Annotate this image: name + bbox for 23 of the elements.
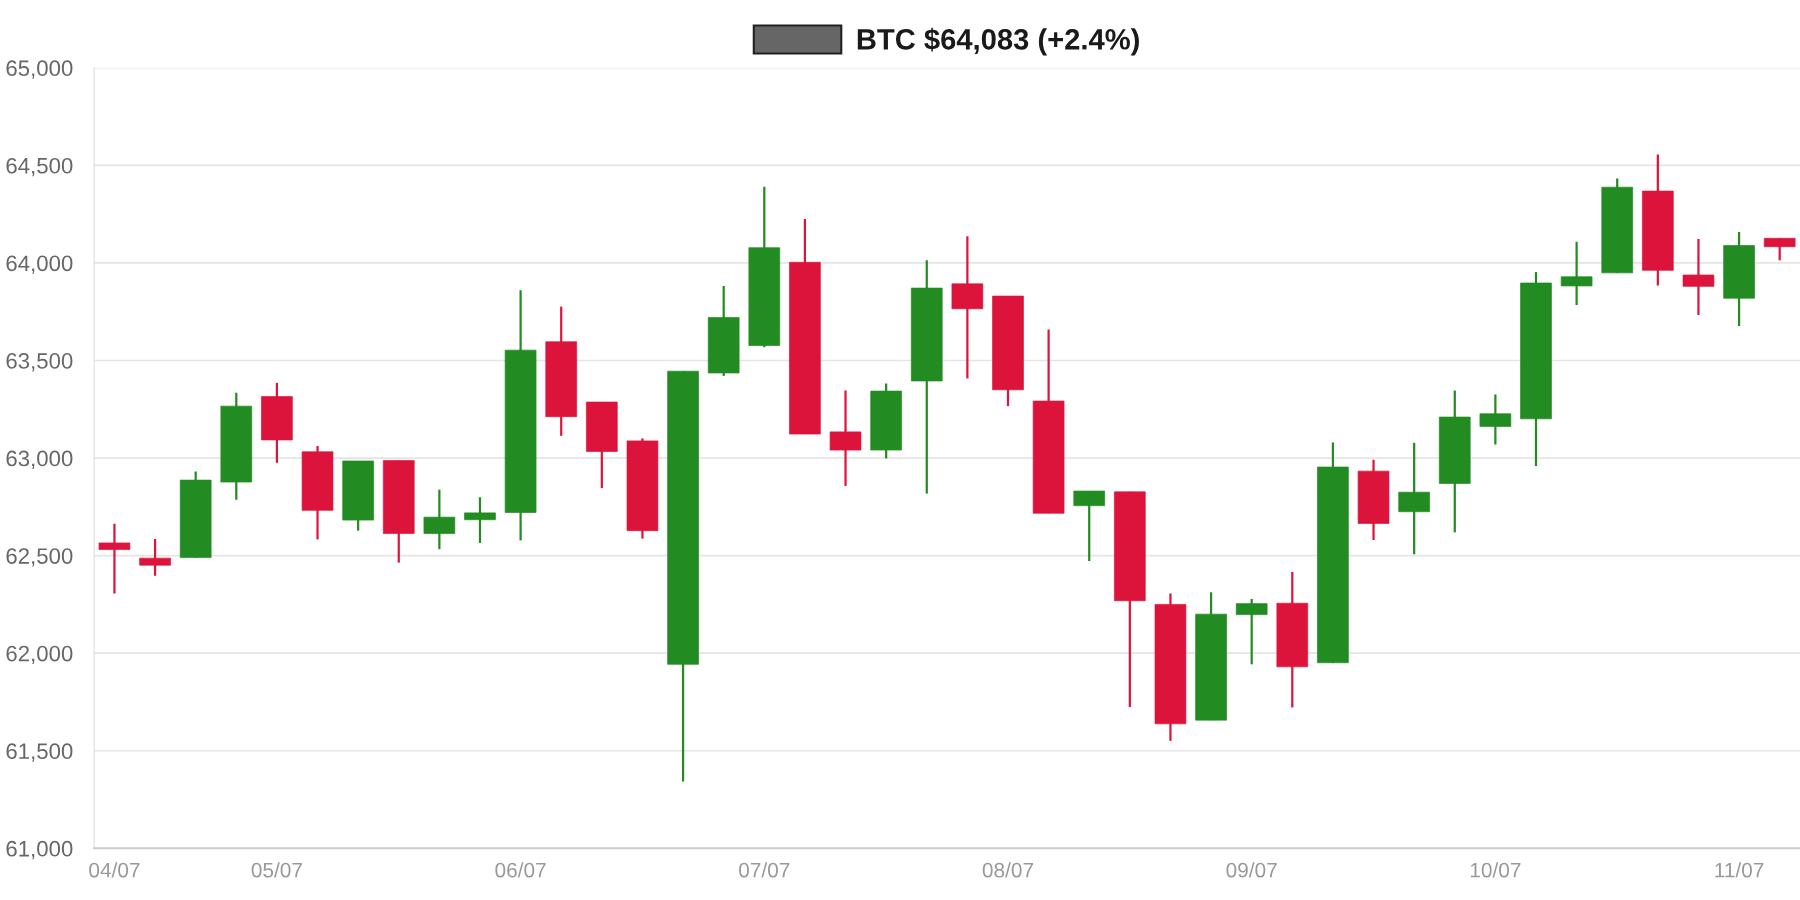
candlestick <box>98 522 131 595</box>
y-tick-label: 65,000 <box>6 60 73 79</box>
candlestick <box>139 537 171 577</box>
y-tick-label: 61,500 <box>6 743 73 762</box>
x-tick-label: 07/07 <box>739 862 790 878</box>
y-tick-label: 64,500 <box>6 157 73 177</box>
x-tick-label: 08/07 <box>982 862 1034 878</box>
x-tick-label: 04/07 <box>89 862 140 878</box>
text: BTC $64,083 (+2.4%) <box>857 27 1139 56</box>
candlestick <box>1235 597 1268 666</box>
candlestick <box>1560 240 1593 307</box>
y-tick-label: 62,500 <box>6 548 73 567</box>
x-tick-label: 10/07 <box>1470 862 1521 878</box>
y-tick-label: 62,000 <box>6 645 73 665</box>
x-tick-label: 11/07 <box>1715 862 1764 878</box>
x-tick-label: 06/07 <box>495 862 546 878</box>
y-tick-label: 63,500 <box>6 353 73 372</box>
candlestick <box>464 496 496 545</box>
y-tick-label: 63,000 <box>6 450 73 469</box>
x-tick-label: 05/07 <box>251 862 302 878</box>
y-tick-label: 64,000 <box>6 255 73 274</box>
y-tick-label: 61,000 <box>6 840 73 860</box>
x-tick-label: 09/07 <box>1226 862 1277 878</box>
